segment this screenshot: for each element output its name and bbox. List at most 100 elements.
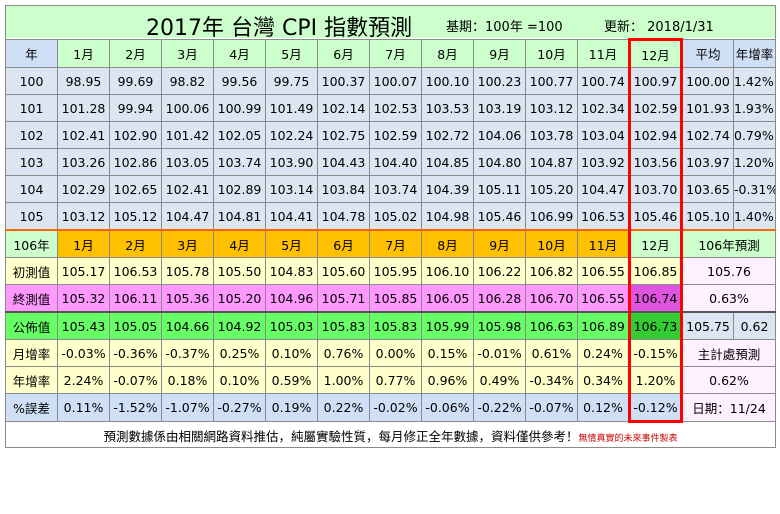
- prediction-title: 106年預測: [680, 229, 777, 258]
- table-row: 103 103.26 102.86 103.05 103.74 103.90 104.43 1…: [5, 148, 777, 176]
- published-row-value: 105.03: [265, 311, 318, 340]
- y106-month-header: 7月: [369, 229, 422, 258]
- error-row: %誤差 0.11% -1.52% -1.07% -0.27% 0.19% 0.22% -0.0…: [5, 393, 777, 423]
- footer: 預測數據係由相關網路資料推估，純屬實驗性質，每月修正全年數據，資料僅供參考！無情…: [4, 421, 777, 448]
- avg-cell: 103.97: [681, 148, 734, 176]
- cpi-value-cell: 105.12: [109, 202, 162, 231]
- cpi-value-cell: 105.11: [473, 175, 526, 203]
- cpi-value-cell: 100.97: [628, 67, 683, 95]
- final-row-value: 105.85: [369, 284, 422, 313]
- final-row-value: 106.11: [109, 284, 162, 313]
- initial-row-label: 初測值: [5, 257, 58, 285]
- cpi-value-cell: 100.06: [161, 94, 214, 122]
- yearly-growth-row-value: -0.07%: [109, 366, 162, 394]
- published-row-value: 105.83: [317, 311, 370, 340]
- cpi-value-cell: 105.46: [473, 202, 526, 231]
- cpi-value-cell: 104.41: [265, 202, 318, 231]
- y106-month-header: 5月: [265, 229, 318, 258]
- error-row-value: 0.11%: [57, 393, 110, 422]
- monthly-growth-row-value: 0.61%: [525, 339, 578, 367]
- cpi-value-cell: 102.34: [577, 94, 630, 122]
- cpi-value-cell: 105.20: [525, 175, 578, 203]
- initial-row-value: 106.55: [577, 257, 630, 285]
- published-row-value: 105.83: [369, 311, 422, 340]
- cpi-value-cell: 104.85: [421, 148, 474, 176]
- footer-brand: 無情真實的未來事件製表: [578, 433, 678, 444]
- year-cell: 102: [5, 121, 58, 149]
- month-header: 9月: [473, 39, 526, 68]
- cpi-value-cell: 102.59: [628, 94, 683, 122]
- cpi-value-cell: 99.56: [213, 67, 266, 95]
- cpi-value-cell: 102.90: [109, 121, 162, 149]
- cpi-value-cell: 103.05: [161, 148, 214, 176]
- published-extra: 0.62: [732, 311, 777, 340]
- cpi-value-cell: 104.43: [317, 148, 370, 176]
- error-row-value: -0.22%: [473, 393, 526, 422]
- cpi-value-cell: 104.47: [577, 175, 630, 203]
- monthly-growth-row-value: 0.15%: [421, 339, 474, 367]
- final-row-value: 106.74: [628, 284, 683, 313]
- monthly-growth-row-value: -0.01%: [473, 339, 526, 367]
- published-row-value: 104.92: [213, 311, 266, 340]
- published-row-value: 104.66: [161, 311, 214, 340]
- year-cell: 101: [5, 94, 58, 122]
- dgbas-date: 日期：11/24: [680, 393, 777, 422]
- growth-cell: 1.20%: [732, 148, 777, 176]
- final-row-value: 106.05: [421, 284, 474, 313]
- monthly-growth-row-value: 0.10%: [265, 339, 318, 367]
- yearly-growth-row-value: 0.77%: [369, 366, 422, 394]
- cpi-value-cell: 99.69: [109, 67, 162, 95]
- y106-month-header: 2月: [109, 229, 162, 258]
- final-row-label: 終測值: [5, 284, 58, 313]
- cpi-value-cell: 101.49: [265, 94, 318, 122]
- cpi-value-cell: 102.94: [628, 121, 683, 149]
- month-header: 1月: [57, 39, 110, 68]
- month-header: 11月: [577, 39, 630, 68]
- monthly-growth-row-value: 0.76%: [317, 339, 370, 367]
- update-date: 更新： 2018/1/31: [604, 20, 714, 35]
- published-row-value: 105.43: [57, 311, 110, 340]
- cpi-value-cell: 102.72: [421, 121, 474, 149]
- final-row-value: 104.96: [265, 284, 318, 313]
- y106-month-header: 11月: [577, 229, 630, 258]
- final-row-value: 105.36: [161, 284, 214, 313]
- final-row-value: 106.70: [525, 284, 578, 313]
- initial-row-value: 104.83: [265, 257, 318, 285]
- initial-row-value: 105.60: [317, 257, 370, 285]
- initial-row: 初測值 105.17 106.53 105.78 105.50 104.83 105.60 1…: [5, 257, 777, 285]
- month-header: 3月: [161, 39, 214, 68]
- cpi-value-cell: 104.87: [525, 148, 578, 176]
- footer-row: 預測數據係由相關網路資料推估，純屬實驗性質，每月修正全年數據，資料僅供參考！無情…: [4, 421, 777, 448]
- year-cell: 104: [5, 175, 58, 203]
- cpi-value-cell: 103.04: [577, 121, 630, 149]
- yearly-growth-row-value: 0.59%: [265, 366, 318, 394]
- header-row: 年 1月 2月 3月 4月 5月 6月 7月 8月 9月 10月 11月 12月 平均 年增率: [5, 38, 777, 68]
- final-row-value: 105.32: [57, 284, 110, 313]
- error-row-value: -0.12%: [628, 393, 683, 423]
- cpi-value-cell: 100.37: [317, 67, 370, 95]
- cpi-table: 2017年 台灣 CPI 指數預測 基期：100年 =100 更新： 2018/…: [4, 5, 777, 448]
- avg-header: 平均: [681, 39, 734, 68]
- final-row: 終測值 105.32 106.11 105.36 105.20 104.96 105.71 1…: [5, 284, 777, 313]
- final-row-value: 106.28: [473, 284, 526, 313]
- monthly-growth-row-value: 0.24%: [577, 339, 630, 367]
- cpi-value-cell: 102.14: [317, 94, 370, 122]
- cpi-value-cell: 102.41: [57, 121, 110, 149]
- yearly-growth-row-value: 0.96%: [421, 366, 474, 394]
- table-row: 102 102.41 102.90 101.42 102.05 102.24 102.75 1…: [5, 121, 777, 149]
- initial-row-value: 106.82: [525, 257, 578, 285]
- cpi-value-cell: 103.14: [265, 175, 318, 203]
- y106-month-header: 6月: [317, 229, 370, 258]
- cpi-value-cell: 103.70: [628, 175, 683, 203]
- initial-row-value: 106.10: [421, 257, 474, 285]
- published-row-value: 105.98: [473, 311, 526, 340]
- month-header: 2月: [109, 39, 162, 68]
- cpi-value-cell: 103.26: [57, 148, 110, 176]
- yearly-growth-row-value: 0.10%: [213, 366, 266, 394]
- cpi-value-cell: 103.84: [317, 175, 370, 203]
- year-cell: 103: [5, 148, 58, 176]
- initial-row-value: 105.17: [57, 257, 110, 285]
- yearly-growth-row-value: 1.00%: [317, 366, 370, 394]
- predicted-avg: 105.76: [680, 257, 777, 285]
- growth-cell: 1.42%: [732, 67, 777, 95]
